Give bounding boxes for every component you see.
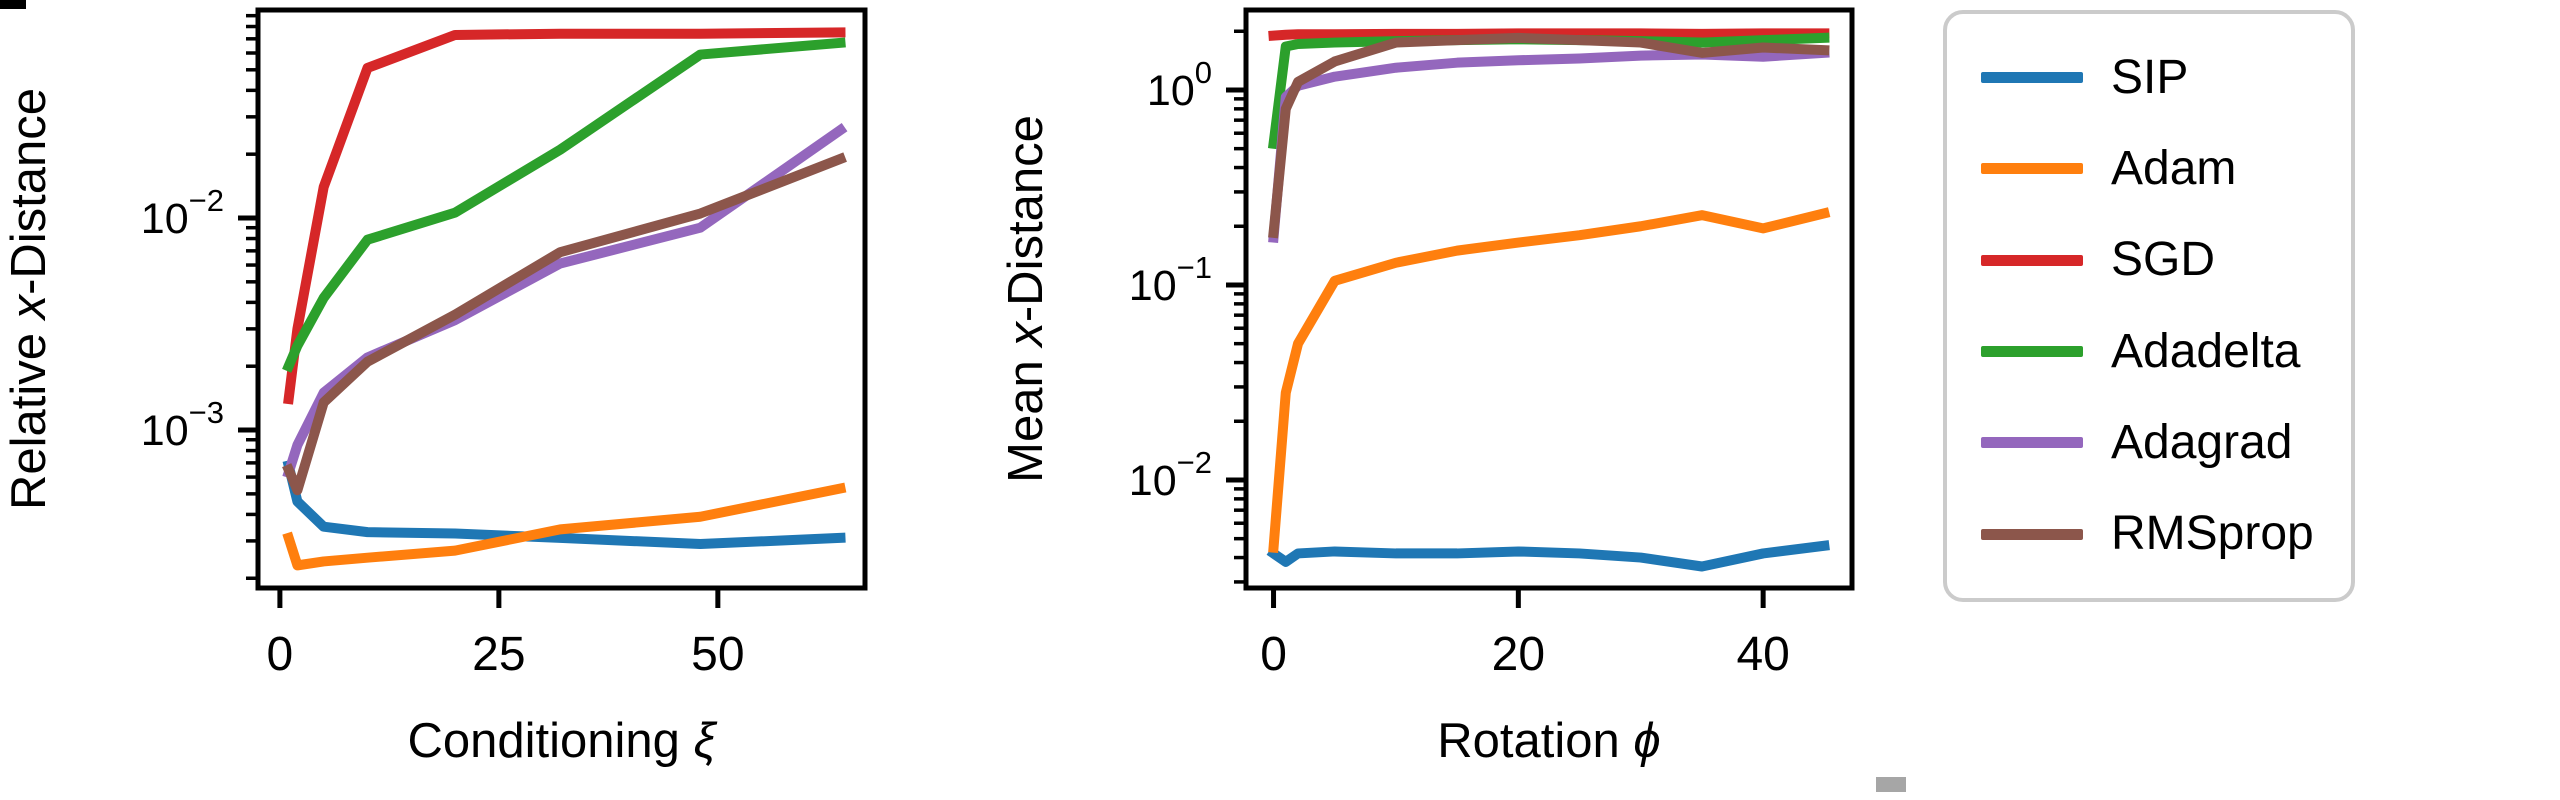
series-line-RMSprop (282, 152, 847, 496)
y-tick-label: 100 (1147, 55, 1212, 115)
legend-box: SIP Adam SGD Adadelta Adagrad RMSprop (1943, 10, 2355, 602)
legend-item-Adam: Adam (1981, 141, 2341, 195)
y-tick-label: 10−2 (141, 183, 224, 243)
legend-line-swatch (1981, 163, 2083, 175)
legend-item-RMSprop: RMSprop (1981, 510, 2341, 558)
plot-1: 10−2 10−1 100 0 20 40 Rotation ϕ Mean x-Distanc… (999, 7, 1855, 768)
x-tick-label: 25 (472, 628, 525, 681)
legend-item-SIP: SIP (1981, 50, 2341, 104)
legend-label: Adam (2111, 141, 2237, 195)
series-line-SIP (282, 459, 846, 550)
legend-label: SIP (2111, 50, 2189, 104)
axes-frame (255, 7, 868, 591)
series-line-Adam (282, 482, 847, 571)
series-line-Adagrad (282, 123, 848, 479)
legend-line-swatch (1981, 346, 2083, 358)
y-tick-label: 10−2 (1129, 445, 1212, 505)
y-tick-label: 10−1 (1129, 250, 1212, 310)
legend-line-swatch (1981, 254, 2083, 266)
series-line-RMSprop (1268, 32, 1830, 239)
x-tick-label: 20 (1492, 628, 1545, 681)
crop-artifact-top-left (0, 0, 26, 9)
legend-line-swatch (1981, 437, 2083, 449)
y-axis-label: Relative x-Distance (2, 88, 56, 510)
x-tick-label: 0 (267, 628, 294, 681)
series-line-SGD (1268, 28, 1830, 41)
x-tick-label: 40 (1736, 628, 1789, 681)
legend-line-swatch (1981, 72, 2083, 84)
legend-item-Adagrad: Adagrad (1981, 415, 2341, 469)
legend-label: SGD (2111, 233, 2216, 287)
x-axis-label: Conditioning ξ (408, 714, 718, 768)
y-tick-label: 10−3 (141, 395, 224, 455)
x-tick-label: 0 (1260, 628, 1287, 681)
axes-frame (1243, 7, 1855, 591)
legend-line-swatch (1981, 528, 2083, 540)
series-line-Adam (1268, 207, 1831, 553)
x-axis-label: Rotation ϕ (1437, 714, 1660, 768)
series-line-SGD (283, 27, 846, 405)
y-axis-label: Mean x-Distance (999, 115, 1053, 483)
legend-label: RMSprop (2111, 507, 2314, 561)
x-tick-label: 50 (691, 628, 744, 681)
crop-artifact-bottom (1876, 777, 1906, 792)
plot-0: 10−3 10−2 0 25 50 Conditioning ξ Relative x-Di… (2, 7, 868, 768)
legend-item-SGD: SGD (1981, 236, 2341, 284)
series-line-SIP (1266, 540, 1830, 572)
legend-label: Adadelta (2111, 324, 2301, 378)
legend-label: Adagrad (2111, 415, 2293, 469)
legend-item-Adadelta: Adadelta (1981, 324, 2341, 378)
series-line-Adagrad (1268, 47, 1830, 243)
series-line-Adadelta (282, 37, 846, 373)
